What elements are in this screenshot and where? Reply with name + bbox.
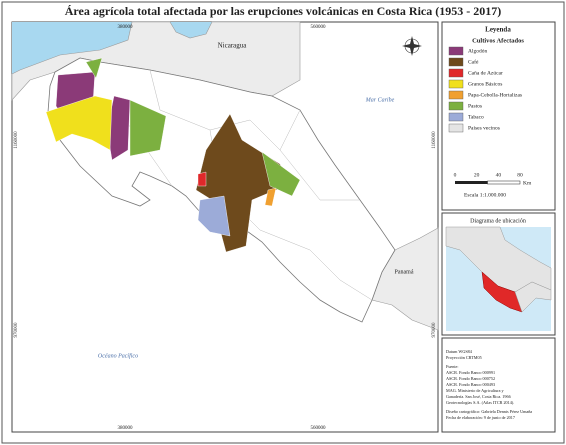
legend-label: Caña de Azúcar — [468, 70, 503, 76]
coord-label: 560000 — [311, 25, 327, 30]
crop-area — [261, 151, 301, 197]
place-label: Océano Pacífico — [98, 352, 138, 359]
legend-swatch — [448, 57, 464, 67]
scale-text: Escala 1:1.000.000 — [464, 192, 506, 198]
legend-label: Tabaco — [468, 114, 484, 120]
legend-swatch — [448, 68, 464, 78]
legend-items: Algodón Café Caña de Azúcar Granos Básicos P… — [448, 46, 522, 133]
map-title: Área agrícola total afectada por las eru… — [65, 4, 502, 18]
note-line: MAG. Ministerio de Agricultura y — [446, 388, 504, 393]
scale-unit: Km — [523, 180, 532, 186]
coord-label: 970000 — [432, 322, 437, 338]
legend-label: Café — [468, 58, 479, 65]
coord-label: 560000 — [311, 426, 327, 431]
note-line: ASCR. Fondo Banco 000752 — [446, 376, 495, 381]
scale-segment — [455, 181, 488, 184]
inset-title: Diagrama de ubicación — [470, 218, 526, 224]
crop-area — [85, 57, 103, 79]
legend-swatch — [448, 90, 464, 100]
sea — [12, 22, 132, 74]
coord-label: 1160000 — [432, 131, 437, 149]
place-label: Panamá — [395, 269, 414, 275]
crop-area — [197, 171, 207, 187]
coord-label: 1160000 — [14, 131, 19, 149]
scale-tick-label: 80 — [517, 172, 523, 178]
note-line: Proyección CRTM05 — [446, 355, 482, 360]
north-arrow — [402, 36, 422, 56]
place-label: Mar Caribe — [365, 97, 395, 103]
coord-label: 970000 — [14, 322, 19, 338]
map-area: Nicaragua Mar Caribe Panamá Océano Pacíf… — [11, 21, 439, 433]
note-line: ASCR. Fondo Banco 000493 — [446, 382, 495, 387]
crop-area — [197, 195, 231, 237]
scale-tick-label: 20 — [474, 172, 480, 178]
note-line: Fecha de elaboración: 9 de junio de 2017 — [446, 415, 515, 420]
legend-swatch — [448, 112, 464, 122]
place-label: Nicaragua — [218, 42, 248, 50]
legend-swatch — [448, 101, 464, 111]
scale-tick-label: 40 — [496, 172, 502, 178]
crop-area — [264, 187, 277, 207]
note-line: ASCR. Fondo Banco 000991 — [446, 370, 495, 375]
legend-subtitle: Cultivos Afectados — [472, 37, 524, 44]
note-line: Datum WGS84 — [446, 349, 473, 354]
lake — [170, 22, 212, 38]
legend-swatch — [448, 123, 464, 133]
legend-label: Granos Básicos — [468, 81, 502, 87]
note-line: Fuente: — [446, 364, 459, 369]
crop-area — [45, 95, 113, 151]
legend-label: Papa-Cebolla-Hortalizas — [468, 92, 522, 98]
notes-frame — [441, 337, 556, 433]
note-line: Ganadería. San José, Costa Rica. 1966 — [446, 394, 511, 400]
legend-title: Leyenda — [485, 26, 511, 34]
coord-label: 380000 — [118, 426, 134, 431]
legend-swatch — [448, 46, 464, 56]
note-line: Geotecnologías S.A. (Atlas ITCR 2014). — [446, 400, 514, 405]
crop-areas — [45, 57, 301, 253]
legend-label: Pastos — [468, 103, 482, 109]
inset-map — [445, 226, 552, 331]
legend-label: Países vecinos — [468, 125, 500, 131]
coord-label: 380000 — [118, 25, 134, 30]
scale-tick-label: 0 — [454, 172, 457, 178]
note-line: Diseño cartográfico: Gabriela Dennis Pér… — [446, 409, 532, 414]
crop-area — [129, 99, 167, 157]
legend-label: Algodón — [468, 48, 488, 54]
legend-swatch — [448, 79, 464, 89]
scale-segment — [487, 180, 521, 185]
